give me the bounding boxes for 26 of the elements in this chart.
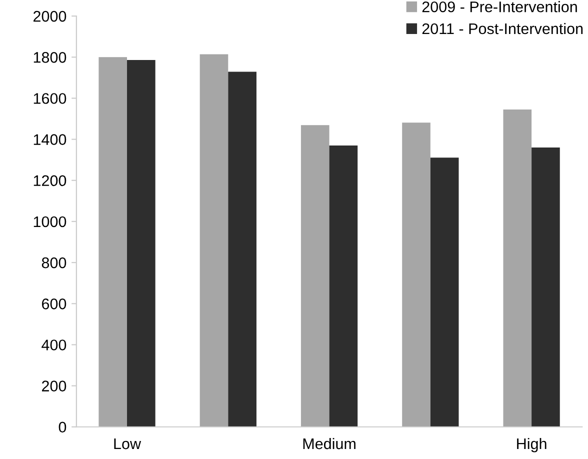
y-tick-label: 0 (58, 422, 66, 433)
y-tick-label: 1400 (34, 134, 66, 145)
x-tick-label: Low (114, 438, 142, 450)
y-tick-label: 1200 (34, 175, 66, 186)
x-tick-label: High (517, 438, 546, 452)
y-tick-label: 1600 (34, 93, 66, 104)
y-tick-label: 400 (42, 340, 66, 350)
y-tick-label: 200 (42, 380, 66, 392)
y-tick-label: 600 (42, 298, 66, 310)
bar (503, 110, 532, 427)
y-tick-label: 1000 (34, 216, 66, 228)
y-tick-label: 800 (42, 257, 66, 268)
legend-label: 2011 - Post-Intervention (422, 22, 583, 34)
bar (98, 57, 128, 427)
bar (200, 54, 228, 427)
bar (532, 148, 560, 427)
bar (127, 60, 156, 427)
legend-label: 2009 - Pre-Intervention (422, 1, 577, 12)
bar (300, 125, 330, 427)
bar (228, 72, 256, 427)
x-tick-label: Medium (303, 438, 356, 450)
y-tick-label: 1800 (34, 52, 66, 63)
y-tick-label: 2000 (34, 10, 66, 22)
bar (402, 122, 430, 427)
bar (430, 158, 459, 427)
bar (329, 145, 358, 427)
